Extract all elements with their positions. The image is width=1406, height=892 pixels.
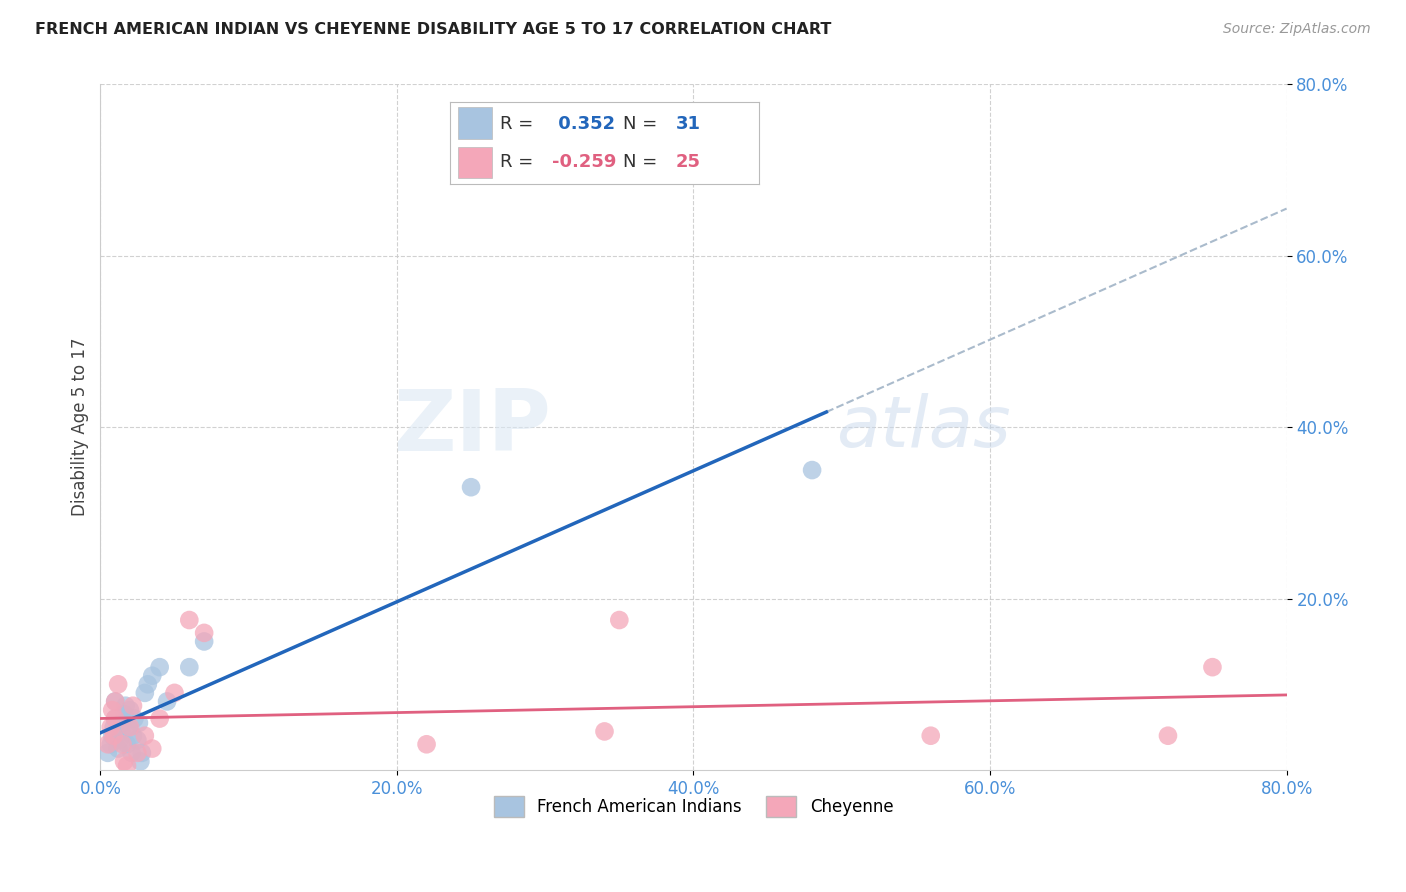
Point (179, 613, 201, 627)
Point (131, 746, 153, 760)
Point (104, 694, 127, 708)
Point (122, 698, 145, 713)
Point (163, 686, 186, 700)
Point (101, 703, 124, 717)
Point (104, 712, 127, 726)
Point (117, 720, 139, 734)
Legend: French American Indians, Cheyenne: French American Indians, Cheyenne (486, 789, 900, 823)
Point (103, 729, 125, 743)
Point (107, 741, 129, 756)
Point (121, 746, 143, 760)
Point (179, 660, 201, 674)
Point (103, 720, 125, 734)
Point (129, 755, 152, 769)
Point (193, 634, 215, 648)
Point (114, 698, 136, 713)
Point (460, 480, 482, 494)
Point (110, 724, 132, 739)
Point (112, 755, 135, 769)
Point (134, 686, 156, 700)
Point (149, 660, 172, 674)
Point (127, 746, 149, 760)
Point (1157, 729, 1180, 743)
Point (107, 677, 129, 691)
Text: atlas: atlas (835, 392, 1011, 462)
Point (104, 712, 127, 726)
Point (111, 715, 134, 730)
Point (141, 669, 163, 683)
Point (593, 724, 616, 739)
Point (124, 712, 146, 726)
Point (100, 720, 122, 734)
Point (415, 737, 437, 751)
Point (607, 613, 630, 627)
Point (920, 729, 942, 743)
Point (193, 626, 215, 640)
Point (100, 737, 122, 751)
Point (115, 737, 138, 751)
Point (149, 712, 172, 726)
Point (118, 720, 141, 734)
Point (127, 733, 149, 747)
Point (136, 677, 159, 691)
Point (97, 746, 120, 760)
Point (112, 707, 135, 722)
Point (134, 729, 156, 743)
Point (801, 463, 824, 477)
Point (118, 703, 141, 717)
Point (108, 733, 131, 747)
Point (156, 694, 179, 708)
Y-axis label: Disability Age 5 to 17: Disability Age 5 to 17 (72, 338, 89, 516)
Text: FRENCH AMERICAN INDIAN VS CHEYENNE DISABILITY AGE 5 TO 17 CORRELATION CHART: FRENCH AMERICAN INDIAN VS CHEYENNE DISAB… (35, 22, 831, 37)
Point (111, 737, 134, 751)
Point (104, 694, 127, 708)
Point (128, 715, 150, 730)
Point (101, 729, 124, 743)
Point (115, 758, 138, 772)
Text: ZIP: ZIP (394, 385, 551, 468)
Point (1201, 660, 1223, 674)
Point (97, 737, 120, 751)
Point (122, 729, 145, 743)
Point (141, 741, 163, 756)
Text: Source: ZipAtlas.com: Source: ZipAtlas.com (1223, 22, 1371, 37)
